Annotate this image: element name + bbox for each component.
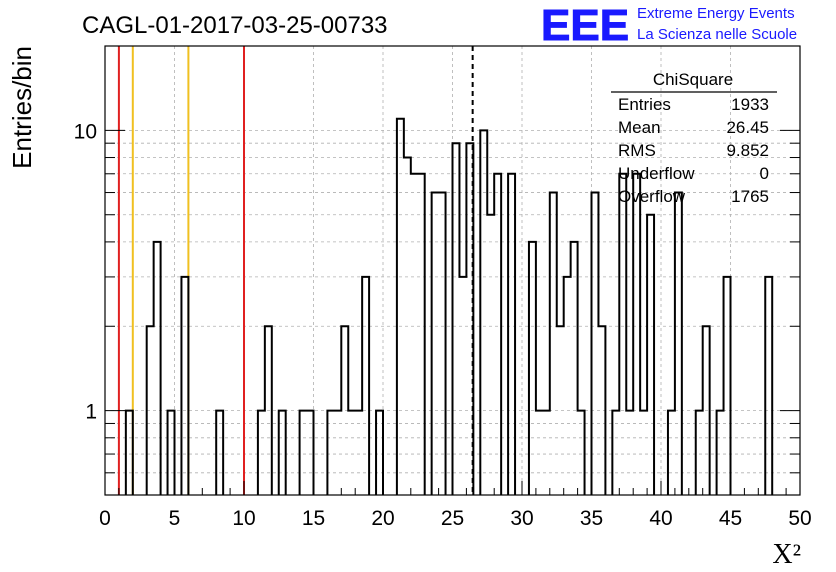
eee-logo-line2: La Scienza nelle Scuole [637,26,797,43]
stats-row-value: 1933 [731,95,769,114]
stats-row-value: 26.45 [726,118,769,137]
eee-logo: EEE Extreme Energy Events La Scienza nel… [541,1,798,51]
histogram-bin [494,174,501,495]
x-tick-label: 25 [441,507,464,530]
histogram-bin [181,277,188,495]
stats-row-value: 1765 [731,187,769,206]
x-tick-label: 35 [580,507,603,530]
histogram-bin [529,242,536,495]
histogram-bin [154,242,161,495]
reference-lines [117,46,474,495]
histogram-bin [564,277,571,495]
y-tick-label: 10 [74,120,97,143]
y-tick-label: 1 [85,401,97,424]
histogram-bin [571,242,578,495]
x-tick-label: 10 [232,507,255,530]
stats-row-label: RMS [618,141,656,160]
histogram-bin [550,193,557,495]
x-tick-label: 5 [169,507,181,530]
stats-row-value: 9.852 [726,141,769,160]
histogram-bin [765,277,772,495]
histogram-bin [619,174,626,495]
histogram [124,117,774,495]
histogram-bin [487,215,494,495]
y-axis-label: Entries/bin [7,46,37,169]
stats-box-title: ChiSquare [653,70,733,89]
x-tick-label: 30 [510,507,533,530]
x-tick-label: 15 [302,507,325,530]
stats-row-label: Overflow [618,187,686,206]
stats-row-label: Entries [618,95,671,114]
histogram-bin [411,174,418,495]
histogram-bin [647,215,654,495]
x-tick-label: 20 [371,507,394,530]
x-axis-label: X² [772,539,801,570]
axes: 0 5 10 15 20 25 30 35 40 45 50 1 10 [74,45,812,530]
histogram-bin [397,119,404,495]
histogram-bin [592,193,599,495]
x-tick-label: 0 [99,507,111,530]
histogram-bin [418,174,425,495]
histogram-outline [124,117,774,495]
eee-logo-mark: EEE [541,1,629,50]
histogram-bin [724,277,731,495]
histogram-bin [453,143,460,495]
histogram-bin [432,193,439,495]
stats-row-label: Underflow [618,164,695,183]
stats-row-label: Mean [618,118,661,137]
histogram-bin [362,277,369,495]
histogram-bin [633,174,640,495]
histogram-bin [508,174,515,495]
x-tick-label: 40 [649,507,672,530]
histogram-bin [480,130,487,495]
x-tick-label: 50 [788,507,811,530]
grid [105,45,800,496]
stats-box: ChiSquare Entries 1933 Mean 26.45 RMS 9.852 Un… [611,70,777,206]
chart-title: CAGL-01-2017-03-25-00733 [82,12,388,39]
histogram-bin [459,277,466,495]
x-tick-label: 45 [719,507,742,530]
stats-row-value: 0 [760,164,769,183]
histogram-bin [675,193,682,495]
stats-rows: Entries 1933 Mean 26.45 RMS 9.852 Underflow 0 Ov… [618,95,769,206]
histogram-bin [439,193,446,495]
eee-logo-line1: Extreme Energy Events [637,5,795,22]
